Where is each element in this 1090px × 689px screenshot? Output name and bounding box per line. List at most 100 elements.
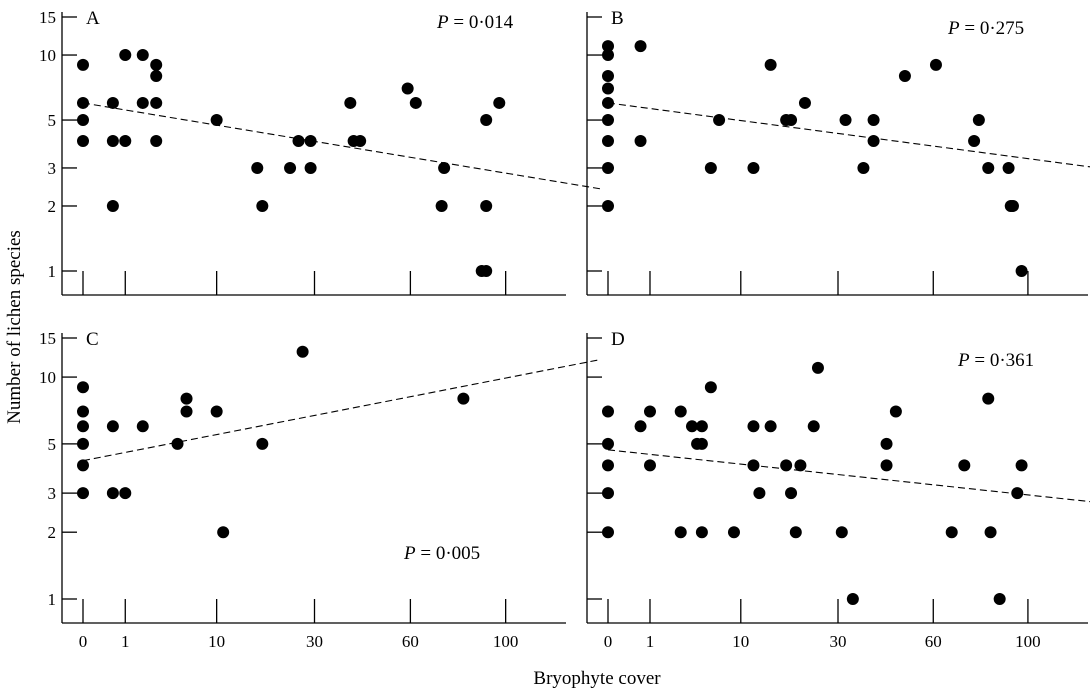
x-tick-label: 0 <box>79 632 88 651</box>
data-point <box>77 459 89 472</box>
data-point <box>106 96 119 109</box>
data-point <box>747 459 760 472</box>
data-point <box>438 161 451 174</box>
data-point <box>764 58 777 71</box>
data-point <box>704 161 717 174</box>
data-point <box>217 526 230 539</box>
data-point <box>602 526 614 539</box>
y-tick-label: 10 <box>39 368 56 387</box>
data-point <box>106 420 119 433</box>
y-tick-label: 3 <box>48 484 57 503</box>
data-point <box>968 134 981 147</box>
data-point <box>493 96 506 109</box>
x-tick-label: 100 <box>1015 632 1041 651</box>
data-point <box>807 420 820 433</box>
x-tick-label: 100 <box>493 632 519 651</box>
data-point <box>106 487 119 500</box>
data-point <box>457 392 470 405</box>
x-tick-label: 0 <box>604 632 613 651</box>
data-point <box>984 526 997 539</box>
data-point <box>284 161 297 174</box>
data-point <box>119 487 132 500</box>
data-point <box>602 134 614 147</box>
data-point <box>835 526 848 539</box>
data-point <box>150 96 163 109</box>
data-point <box>602 437 614 450</box>
data-point <box>150 58 163 71</box>
data-point <box>857 161 870 174</box>
panel-b: B P = 0·275 <box>586 8 1090 296</box>
data-point <box>880 459 893 472</box>
y-tick-label: 3 <box>48 159 57 178</box>
x-axis-title: Bryophyte cover <box>533 668 661 689</box>
x-tick-label: 60 <box>925 632 942 651</box>
data-point <box>401 82 414 95</box>
data-point <box>136 420 149 433</box>
data-point <box>753 487 766 500</box>
data-point <box>839 114 852 127</box>
data-point <box>846 593 859 605</box>
data-point <box>1011 487 1024 500</box>
p-value-label: P = 0·005 <box>403 543 480 564</box>
data-point <box>210 114 223 127</box>
panel-letter: C <box>86 329 99 350</box>
data-point <box>77 487 89 500</box>
panel-c: 1 2 3 5 10 15 0 1 10 30 60 100 C P = 0·005 <box>39 329 601 651</box>
data-point <box>704 381 717 394</box>
data-point <box>77 58 89 71</box>
data-point <box>251 161 264 174</box>
y-tick-label: 5 <box>48 111 57 130</box>
x-tick-label: 10 <box>732 632 749 651</box>
data-point <box>602 40 614 53</box>
data-point <box>695 437 708 450</box>
data-point <box>480 199 493 212</box>
y-tick-label: 15 <box>39 8 56 27</box>
p-value-label: P = 0·361 <box>957 350 1034 371</box>
data-point <box>77 96 89 109</box>
data-point <box>602 82 614 95</box>
data-point <box>409 96 422 109</box>
data-point <box>602 161 614 174</box>
data-point <box>292 134 305 147</box>
data-point <box>634 40 647 53</box>
data-point <box>982 161 995 174</box>
data-point <box>634 420 647 433</box>
data-point <box>643 459 656 472</box>
data-point <box>982 392 995 405</box>
y-tick-label: 15 <box>39 329 56 348</box>
data-point <box>993 593 1006 605</box>
data-point <box>435 199 448 212</box>
data-point <box>789 526 802 539</box>
data-point <box>634 134 647 147</box>
y-tick-label: 1 <box>48 262 57 281</box>
trend-line <box>607 449 1090 503</box>
data-point <box>929 58 942 71</box>
y-tick-label: 2 <box>48 197 57 216</box>
data-point <box>785 114 798 127</box>
data-point <box>794 459 807 472</box>
data-point <box>77 381 89 394</box>
data-point <box>106 199 119 212</box>
data-point <box>764 420 777 433</box>
x-tick-label: 60 <box>402 632 419 651</box>
data-point <box>867 134 880 147</box>
y-tick-label: 10 <box>39 46 56 65</box>
data-point <box>77 437 89 450</box>
data-point <box>119 134 132 147</box>
panel-d: 0 1 10 30 60 100 D P = 0·361 <box>586 329 1090 651</box>
data-point <box>480 265 493 277</box>
trend-line <box>607 102 1090 168</box>
data-point <box>296 345 309 358</box>
data-point <box>898 69 911 82</box>
data-point <box>798 96 811 109</box>
data-point <box>1015 459 1028 472</box>
data-point <box>602 487 614 500</box>
data-point <box>972 114 985 127</box>
panel-letter: A <box>86 8 100 29</box>
data-point <box>713 114 726 127</box>
data-point <box>674 405 687 418</box>
data-point <box>119 49 132 62</box>
y-tick-label: 2 <box>48 523 57 542</box>
data-point <box>354 134 367 147</box>
